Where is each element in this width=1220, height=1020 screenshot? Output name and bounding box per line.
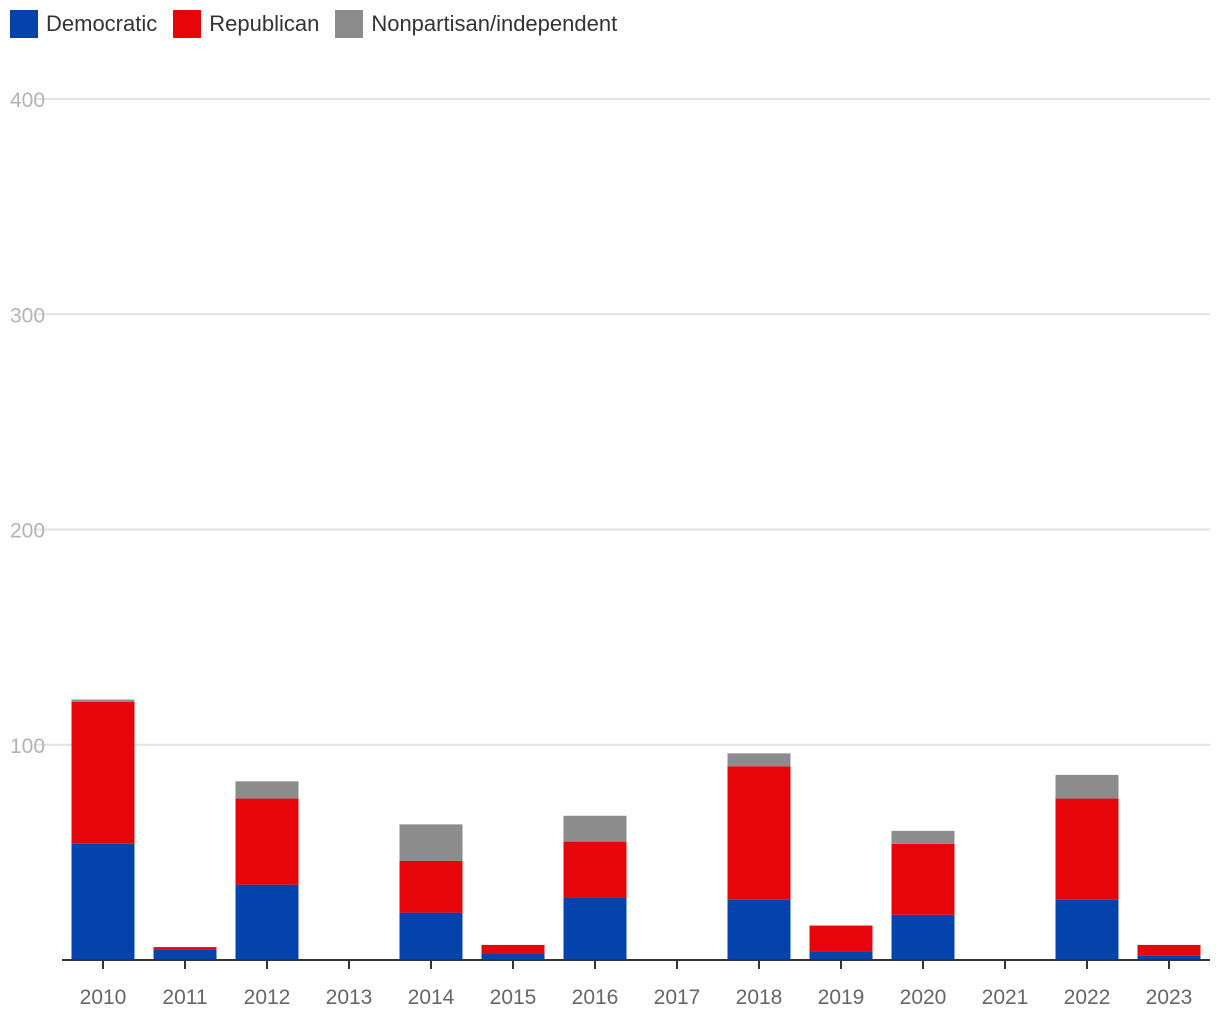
bar-nonpartisan-2010 (71, 699, 135, 702)
x-tick-label: 2019 (818, 986, 865, 1009)
y-tick-label: 200 (10, 520, 45, 543)
bar-democratic-2020 (891, 914, 955, 960)
legend-item-democratic: Democratic (10, 10, 157, 38)
bar-republican-2023 (1137, 944, 1201, 956)
bar-republican-2010 (71, 701, 135, 844)
bar-democratic-2016 (563, 897, 627, 960)
bar-nonpartisan-2020 (891, 830, 955, 844)
x-tick-label: 2020 (900, 986, 947, 1009)
bar-republican-2014 (399, 860, 463, 913)
x-tick-label: 2023 (1146, 986, 1193, 1009)
x-tick-label: 2010 (80, 986, 127, 1009)
bars (71, 699, 1201, 960)
bar-democratic-2011 (153, 949, 217, 960)
legend-label-nonpartisan: Nonpartisan/independent (371, 11, 618, 36)
bar-democratic-2022 (1055, 899, 1119, 960)
bar-republican-2012 (235, 798, 299, 885)
grid-lines (35, 98, 1210, 746)
legend-swatch-democratic (10, 10, 38, 38)
y-tick-label: 400 (10, 89, 45, 112)
bar-democratic-2015 (481, 953, 545, 960)
bar-democratic-2014 (399, 912, 463, 960)
x-tick-label: 2017 (654, 986, 701, 1009)
legend-item-republican: Republican (173, 10, 319, 38)
x-tick-label: 2011 (162, 986, 207, 1009)
bar-republican-2018 (727, 766, 791, 900)
x-tick-label: 2022 (1064, 986, 1111, 1009)
legend-label-republican: Republican (209, 11, 320, 36)
bar-republican-2011 (153, 947, 217, 950)
x-tick-label: 2018 (736, 986, 783, 1009)
bar-nonpartisan-2014 (399, 824, 463, 861)
bar-democratic-2010 (71, 843, 135, 960)
x-tick-label: 2015 (490, 986, 537, 1009)
y-tick-label: 100 (10, 735, 45, 758)
bar-republican-2019 (809, 925, 873, 952)
bar-republican-2016 (563, 841, 627, 898)
x-tick-label: 2013 (326, 986, 373, 1009)
y-tick-label: 300 (10, 304, 45, 327)
x-tick-label: 2016 (572, 986, 619, 1009)
x-tick-label: 2012 (244, 986, 291, 1009)
x-axis: 2010 2011 2012 2013 2014 2015 2016 2017 2018 2019… (62, 959, 1210, 1009)
bar-nonpartisan-2012 (235, 781, 299, 799)
bar-republican-2020 (891, 843, 955, 915)
legend-item-nonpartisan: Nonpartisan/independent (335, 10, 617, 38)
legend-swatch-republican (173, 10, 202, 38)
bar-democratic-2012 (235, 884, 299, 960)
bar-democratic-2019 (809, 951, 873, 960)
x-tick-label: 2021 (982, 986, 1029, 1009)
bar-republican-2015 (481, 944, 545, 954)
y-axis-ticks: 100 200 300 400 (10, 89, 45, 758)
legend-label-democratic: Democratic (46, 11, 158, 36)
legend: Democratic Republican Nonpartisan/indepe… (10, 10, 617, 38)
bar-nonpartisan-2022 (1055, 774, 1119, 799)
bar-nonpartisan-2016 (563, 815, 627, 842)
bar-democratic-2023 (1137, 955, 1201, 960)
legend-swatch-nonpartisan (335, 10, 364, 38)
bar-nonpartisan-2018 (727, 753, 791, 767)
bar-democratic-2018 (727, 899, 791, 960)
bar-republican-2022 (1055, 798, 1119, 900)
x-tick-label: 2014 (408, 986, 455, 1009)
